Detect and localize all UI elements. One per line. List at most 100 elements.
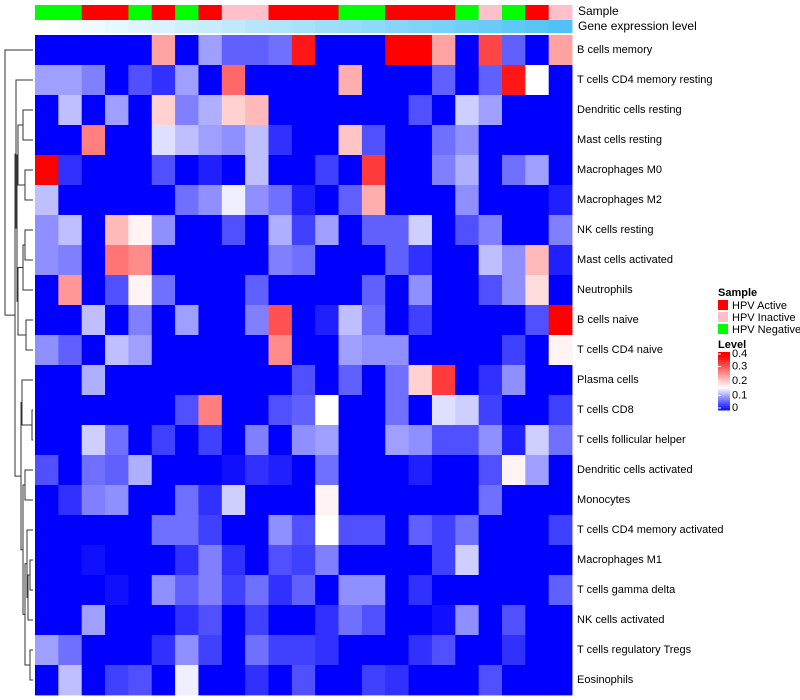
sample-annotation-cell <box>315 5 339 20</box>
heatmap-cell <box>35 485 59 516</box>
heatmap-cell <box>175 485 199 516</box>
colorbar-segment <box>718 386 730 390</box>
heatmap-cell <box>128 545 153 576</box>
sample-annotation-cell <box>175 5 199 20</box>
heatmap-cell <box>315 305 339 336</box>
colorbar-segment <box>718 400 730 403</box>
heatmap-cell <box>361 95 386 126</box>
heatmap-cell <box>128 245 153 276</box>
heatmap-cell <box>315 245 339 276</box>
row-label: Mast cells activated <box>577 254 673 266</box>
gene-expression-annotation-cell <box>221 20 246 33</box>
heatmap-cell <box>431 665 456 696</box>
heatmap-cell <box>81 545 106 576</box>
heatmap-cell <box>502 275 526 306</box>
heatmap-cell <box>455 575 480 606</box>
heatmap-cell <box>291 485 316 516</box>
heatmap-cell <box>105 305 129 336</box>
heatmap-cell <box>58 185 83 216</box>
heatmap-cell <box>35 605 59 636</box>
heatmap-cell <box>315 65 339 96</box>
heatmap-cell <box>291 515 316 546</box>
heatmap-cell <box>128 575 153 606</box>
heatmap-cell <box>245 485 269 516</box>
heatmap-cell <box>478 155 503 186</box>
heatmap-cell <box>338 95 363 126</box>
row-label: T cells CD4 memory activated <box>577 524 724 536</box>
heatmap-cell <box>35 215 59 246</box>
heatmap-cell <box>198 215 223 246</box>
heatmap-cell <box>268 515 293 546</box>
gene-expression-annotation-label: Gene expression level <box>578 19 697 33</box>
heatmap-cell <box>81 515 106 546</box>
heatmap-cell <box>128 365 153 396</box>
heatmap-cell <box>151 185 176 216</box>
colorbar-segment <box>718 357 730 361</box>
colorbar-segment <box>718 367 730 370</box>
heatmap-cell <box>151 665 176 696</box>
heatmap-cell <box>361 275 386 306</box>
heatmap-cell <box>175 305 199 336</box>
heatmap-cell <box>315 455 339 486</box>
heatmap-cell <box>128 35 153 66</box>
heatmap-cell <box>128 335 153 366</box>
row-label: Neutrophils <box>577 284 633 296</box>
heatmap-cell <box>221 155 246 186</box>
heatmap-cell <box>268 275 293 306</box>
heatmap-cell <box>525 305 550 336</box>
heatmap-cell <box>478 455 503 486</box>
heatmap-cell <box>58 575 83 606</box>
heatmap-cell <box>502 215 526 246</box>
heatmap-cell <box>81 65 106 96</box>
heatmap-cell <box>245 395 269 426</box>
heatmap-cell <box>455 155 480 186</box>
heatmap-cell <box>291 365 316 396</box>
heatmap-cell <box>151 575 176 606</box>
heatmap-cell <box>525 545 550 576</box>
heatmap-cell <box>502 485 526 516</box>
heatmap-cell <box>105 215 129 246</box>
heatmap-cell <box>478 125 503 156</box>
heatmap-cell <box>291 665 316 696</box>
heatmap-cell <box>408 605 433 636</box>
heatmap-cell <box>478 35 503 66</box>
heatmap-cell <box>338 635 363 666</box>
gene-expression-annotation-cell <box>291 20 316 33</box>
heatmap-cell <box>502 155 526 186</box>
heatmap-cell <box>245 95 269 126</box>
legend-label: HPV Active <box>732 300 787 312</box>
row-label: Plasma cells <box>577 374 639 386</box>
heatmap-cell <box>548 395 573 426</box>
heatmap-cell <box>268 365 293 396</box>
heatmap-cell <box>431 545 456 576</box>
sample-annotation-cell <box>455 5 480 20</box>
gene-expression-annotation-cell <box>58 20 83 33</box>
heatmap-cell <box>478 335 503 366</box>
colorbar-segment <box>718 396 730 399</box>
heatmap-cell <box>105 95 129 126</box>
heatmap-cell <box>455 515 480 546</box>
sample-annotation-cell <box>245 5 269 20</box>
heatmap-cell <box>81 575 106 606</box>
colorbar-segment <box>718 371 730 374</box>
heatmap-cell <box>198 635 223 666</box>
heatmap-cell <box>502 365 526 396</box>
heatmap-cell <box>58 245 83 276</box>
heatmap-cell <box>525 185 550 216</box>
heatmap-cell <box>525 35 550 66</box>
heatmap-cell <box>198 335 223 366</box>
heatmap-cell <box>175 425 199 456</box>
heatmap-cell <box>338 35 363 66</box>
heatmap-cell <box>35 395 59 426</box>
heatmap-cell <box>35 335 59 366</box>
heatmap-cell <box>128 65 153 96</box>
heatmap-cell <box>105 65 129 96</box>
heatmap-cell <box>315 185 339 216</box>
heatmap-cell <box>128 95 153 126</box>
heatmap-cell <box>431 605 456 636</box>
heatmap-cell <box>268 605 293 636</box>
heatmap-cell <box>525 125 550 156</box>
heatmap-cell <box>245 425 269 456</box>
heatmap-cell <box>175 515 199 546</box>
heatmap-cell <box>431 155 456 186</box>
